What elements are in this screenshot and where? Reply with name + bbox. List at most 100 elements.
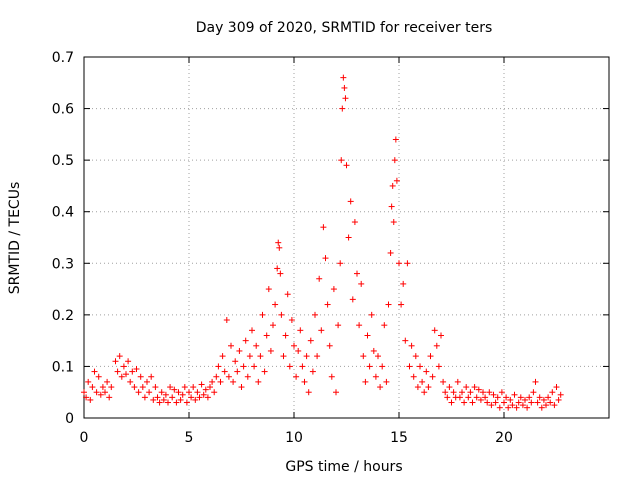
data-point — [456, 394, 463, 401]
data-point — [522, 396, 528, 403]
data-point — [249, 327, 255, 334]
data-point — [387, 249, 394, 256]
data-point — [207, 384, 213, 391]
data-point — [255, 378, 262, 385]
data-point — [102, 389, 108, 396]
data-point — [511, 391, 518, 398]
data-point — [475, 386, 482, 393]
data-point — [154, 394, 161, 401]
data-point — [114, 368, 121, 375]
data-point — [490, 391, 497, 398]
data-point — [284, 291, 291, 298]
data-point — [442, 389, 449, 396]
data-point — [217, 378, 224, 385]
y-tick-label: 0.2 — [52, 308, 74, 324]
data-point — [406, 363, 413, 370]
data-point — [438, 332, 444, 339]
chart-title: Day 309 of 2020, SRMTID for receiver ter… — [196, 20, 493, 36]
data-point — [465, 394, 472, 401]
data-point — [375, 353, 381, 360]
data-point — [389, 182, 396, 189]
data-point — [328, 373, 335, 380]
data-point — [347, 198, 354, 205]
data-point — [320, 224, 327, 231]
data-point — [383, 378, 390, 385]
data-point — [150, 396, 157, 403]
data-point — [358, 280, 365, 287]
data-point — [171, 386, 178, 393]
data-point — [265, 286, 272, 293]
data-point — [467, 389, 474, 396]
data-point — [177, 396, 184, 403]
data-point — [366, 363, 373, 370]
data-point — [549, 389, 556, 396]
data-point — [388, 203, 395, 210]
data-point — [259, 311, 266, 318]
data-point — [173, 399, 180, 406]
data-point — [108, 384, 115, 391]
data-point — [429, 373, 436, 380]
data-point — [303, 353, 310, 360]
data-point — [532, 378, 539, 385]
data-point — [106, 394, 113, 401]
data-point — [536, 394, 543, 401]
data-point — [528, 399, 535, 406]
data-point — [297, 327, 304, 334]
data-point — [477, 396, 484, 403]
data-point — [381, 322, 388, 329]
x-axis-label: GPS time / hours — [285, 459, 402, 475]
data-point — [414, 384, 421, 391]
data-point — [337, 260, 344, 267]
data-point — [480, 389, 486, 396]
data-point — [219, 353, 226, 360]
data-point — [496, 404, 503, 411]
data-point — [123, 371, 129, 378]
data-point — [551, 402, 558, 409]
data-point — [146, 389, 153, 396]
data-point — [454, 378, 461, 385]
data-point — [484, 399, 491, 406]
data-point — [433, 342, 440, 349]
data-point — [385, 301, 392, 308]
data-point — [351, 219, 358, 226]
data-point — [232, 358, 239, 365]
data-point — [213, 373, 220, 380]
data-point — [267, 347, 274, 354]
data-point — [335, 322, 342, 329]
data-point — [545, 394, 552, 401]
data-point — [339, 105, 346, 112]
data-point — [505, 404, 512, 411]
data-point — [555, 396, 562, 403]
data-point — [99, 384, 106, 391]
data-point — [370, 347, 377, 354]
data-point — [316, 275, 323, 282]
data-point — [275, 239, 282, 246]
data-point — [274, 265, 281, 272]
data-point — [158, 389, 165, 396]
data-point — [431, 327, 438, 334]
data-point — [341, 84, 348, 91]
data-point — [152, 384, 159, 391]
data-point — [141, 394, 148, 401]
data-point — [192, 396, 199, 403]
data-point — [129, 368, 136, 375]
data-point — [471, 384, 478, 391]
data-point — [198, 381, 205, 388]
y-tick-label: 0.5 — [52, 153, 74, 169]
data-point — [253, 342, 260, 349]
data-point — [228, 342, 234, 349]
x-tick-label: 5 — [185, 430, 194, 446]
data-point — [377, 384, 384, 391]
data-point — [246, 353, 253, 360]
data-point — [448, 399, 455, 406]
data-point — [305, 389, 312, 396]
data-point — [326, 342, 333, 349]
data-point — [543, 402, 549, 409]
data-point — [364, 332, 371, 339]
grid-lines — [84, 57, 609, 418]
data-point — [118, 373, 125, 380]
data-point — [230, 378, 237, 385]
data-point — [156, 399, 163, 406]
data-point — [223, 317, 230, 324]
data-point — [425, 384, 432, 391]
